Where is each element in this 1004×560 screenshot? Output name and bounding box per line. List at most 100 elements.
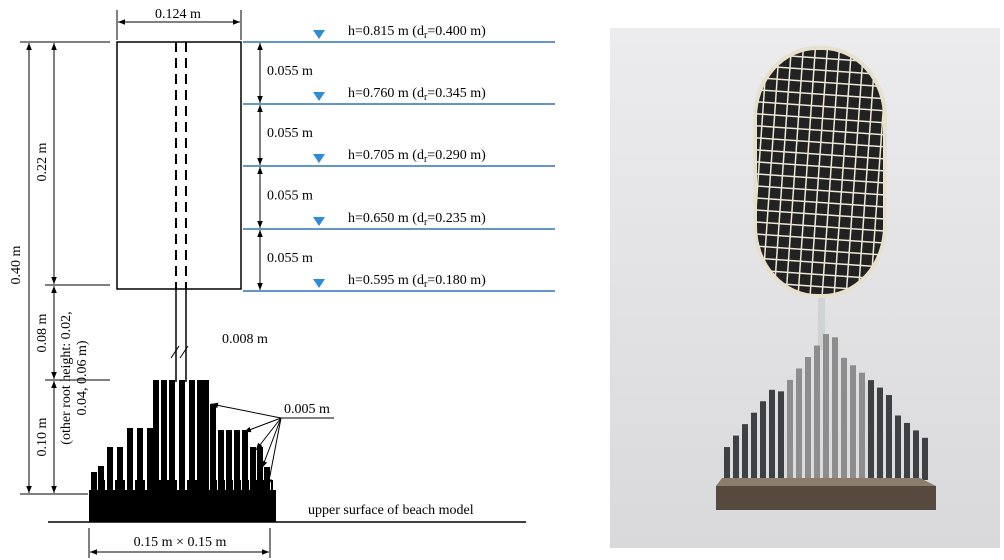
root [231,480,233,490]
root-diameter-label: 0.005 m [284,402,330,417]
base-block [89,490,276,522]
photo-root [778,391,784,480]
root [223,480,225,490]
root [131,480,133,490]
root [127,480,129,490]
root [123,480,125,490]
water-mark [313,30,325,39]
water-mark [313,154,325,163]
label-text: h=0.595 m (d [348,273,424,288]
root [179,480,181,490]
root [203,380,209,490]
photo-base [716,486,936,510]
root [95,480,97,490]
base-label: 0.15 m × 0.15 m [134,535,227,550]
root [163,480,165,490]
spacing-label: 0.055 m [267,64,313,79]
photo [610,28,1000,548]
photo-root [751,413,757,480]
root [203,480,205,490]
root [107,480,109,490]
stem-diameter-label: 0.008 m [222,332,268,347]
root [271,480,273,490]
spacing-label: 0.055 m [267,126,313,141]
photo-root [850,365,856,480]
photo-root [922,438,928,480]
spacing-label: 0.055 m [267,189,313,204]
stem-height-label: 0.08 m [35,313,50,352]
photo-base-top [716,478,936,486]
root [189,380,195,490]
root [135,480,137,490]
label-text: =0.235 m) [427,211,486,226]
root [171,480,173,490]
root [197,380,203,490]
root [187,480,189,490]
photo-root [886,395,892,480]
water-level-label: h=0.760 m (dr=0.345 m) [348,86,486,103]
root-note: 0.04, 0.06 m) [75,340,90,415]
body-height-label: 0.22 m [35,142,50,181]
label-text: h=0.815 m (d [348,24,424,39]
photo-root [913,430,919,480]
water-level-label: h=0.705 m (dr=0.290 m) [348,148,486,165]
photo-root [787,380,793,480]
root [239,480,241,490]
label-text: =0.345 m) [427,86,486,101]
photo-root [877,388,883,480]
photo-root [832,337,838,480]
root-note: (other root height: 0.02, [59,311,74,444]
root [243,480,245,490]
root [119,480,121,490]
root [207,480,209,490]
root [195,480,197,490]
diagram: 0.124 m 0.008 m upper surface of beach m… [9,7,555,558]
root [247,480,249,490]
root [153,380,159,490]
photo-root [760,401,766,480]
water-mark [313,279,325,288]
root [161,380,167,490]
photo-root [733,436,739,480]
root [151,480,153,490]
root [115,480,117,490]
photo-root [841,358,847,480]
figure: 0.124 m 0.008 m upper surface of beach m… [0,0,1004,560]
water-mark [313,92,325,101]
root [211,480,213,490]
label-text: h=0.650 m (d [348,211,424,226]
leader [262,418,281,468]
photo-root [724,447,730,480]
label-text: =0.290 m) [427,148,486,163]
photo-canopy [755,48,885,296]
photo-root [805,357,811,480]
root [99,480,101,490]
photo-root [769,390,775,480]
label-text: =0.400 m) [427,24,486,39]
leader [268,418,281,486]
root [179,380,185,490]
root [191,480,193,490]
root [175,480,177,490]
hatch [171,346,179,358]
root [210,404,216,490]
beach-label: upper surface of beach model [308,503,474,518]
water-level-label: h=0.650 m (dr=0.235 m) [348,211,486,228]
water-mark [313,217,325,226]
root [215,480,217,490]
label-text: h=0.705 m (d [348,148,424,163]
photo-root [895,416,901,481]
root [155,480,157,490]
water-levels: h=0.815 m (dr=0.400 m) h=0.760 m (dr=0.34… [243,24,555,291]
photo-root [823,334,829,480]
photo-root [742,424,748,480]
root [199,480,201,490]
root [111,480,113,490]
root-height-label: 0.10 m [35,417,50,456]
canopy [117,42,241,289]
water-level-label: h=0.815 m (dr=0.400 m) [348,24,486,41]
photo-root [814,346,820,480]
root [183,480,185,490]
root [147,480,149,490]
root [91,480,93,490]
